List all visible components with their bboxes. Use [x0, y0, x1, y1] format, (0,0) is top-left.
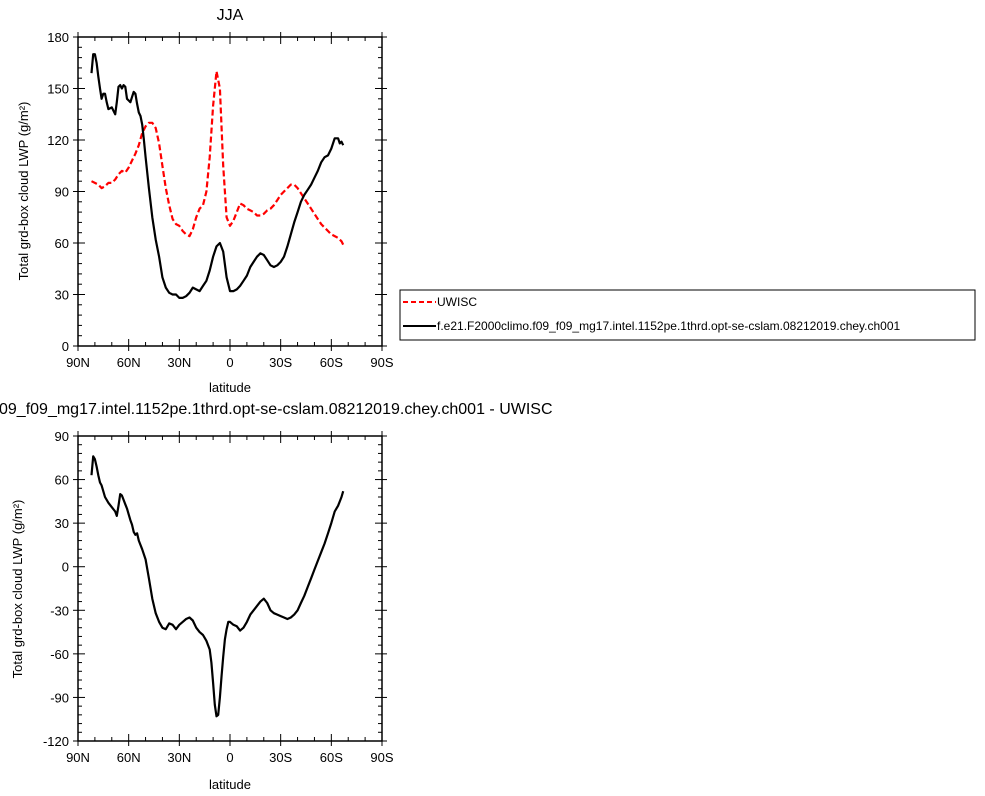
top-xtick-label: 0 — [226, 355, 233, 370]
bottom-ytick-label: 0 — [62, 560, 69, 575]
bottom-panel-title: 09_f09_mg17.intel.1152pe.1thrd.opt-se-cs… — [0, 401, 553, 418]
bottom-xtick-label: 90N — [66, 750, 90, 765]
top-panel: JJA 90N 60N 30N 0 30S 60S 90S0306090120150180 … — [16, 7, 394, 395]
bottom-xtick-label: 60N — [117, 750, 141, 765]
legend-label-uwisc: UWISC — [437, 295, 477, 309]
bottom-y-axis-label: Total grd-box cloud LWP (g/m²) — [10, 500, 25, 679]
top-xtick-label: 60N — [117, 355, 141, 370]
top-ytick-label: 150 — [47, 82, 69, 97]
bottom-ytick-label: -120 — [43, 734, 69, 749]
bottom-x-axis-label: latitude — [209, 777, 251, 792]
legend-box — [399, 289, 976, 341]
top-axis-ticks: 90N 60N 30N 0 30S 60S 90S 0 30 60 90 120 150 180 — [47, 30, 394, 370]
top-series-line-0 — [91, 70, 346, 248]
legend-label-model: f.e21.F2000climo.f09_f09_mg17.intel.1152… — [437, 319, 901, 333]
top-series-lines — [90, 53, 346, 299]
bottom-ytick-label: 60 — [55, 473, 69, 488]
bottom-xtick-label: 60S — [320, 750, 343, 765]
top-ytick-label: 120 — [47, 133, 69, 148]
top-xtick-label: 30S — [269, 355, 292, 370]
top-ytick-label: 90 — [55, 185, 69, 200]
bottom-xtick-label: 0 — [226, 750, 233, 765]
top-ytick-label: 180 — [47, 30, 69, 45]
bottom-xtick-label: 90S — [370, 750, 393, 765]
top-series-line-1 — [90, 53, 345, 299]
top-plot-frame — [77, 36, 383, 347]
bottom-plot-frame — [77, 435, 383, 742]
top-xtick-label: 90N — [66, 355, 90, 370]
top-xtick-label: 30N — [167, 355, 191, 370]
bottom-ytick-label: 90 — [55, 429, 69, 444]
top-ytick-label: 0 — [62, 339, 69, 354]
top-ytick-label: 30 — [55, 288, 69, 303]
bottom-series-lines — [90, 455, 345, 718]
bottom-ytick-label: -90 — [50, 690, 69, 705]
top-xtick-label: 90S — [370, 355, 393, 370]
top-ytick-label: 60 — [55, 236, 69, 251]
bottom-xtick-label: 30N — [167, 750, 191, 765]
top-x-axis-label: latitude — [209, 380, 251, 395]
top-xtick-label: 60S — [320, 355, 343, 370]
legend: UWISC f.e21.F2000climo.f09_f09_mg17.inte… — [399, 289, 976, 341]
bottom-panel: 09_f09_mg17.intel.1152pe.1thrd.opt-se-cs… — [0, 401, 553, 792]
bottom-ytick-label: -30 — [50, 603, 69, 618]
bottom-ytick-label: -60 — [50, 647, 69, 662]
top-panel-title: JJA — [217, 7, 244, 24]
top-y-axis-label: Total grd-box cloud LWP (g/m²) — [16, 102, 31, 281]
bottom-ytick-label: 30 — [55, 516, 69, 531]
bottom-axis-ticks: 90N 60N 30N 0 30S 60S 90S -120 -90 -60 -30 0 30 60 90 — [43, 429, 394, 765]
bottom-series-line-0 — [90, 455, 345, 718]
bottom-xtick-label: 30S — [269, 750, 292, 765]
